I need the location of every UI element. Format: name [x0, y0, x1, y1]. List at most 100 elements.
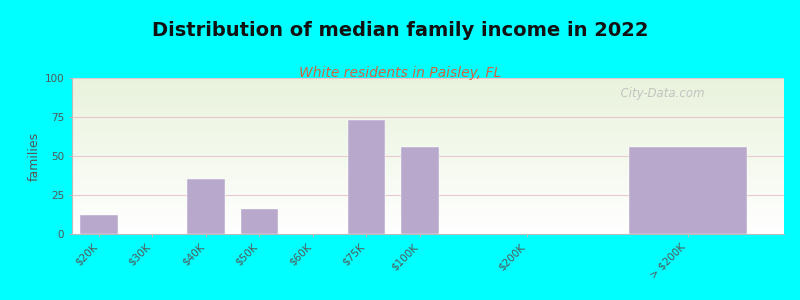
Bar — [72, 143, 784, 145]
Bar — [72, 217, 784, 218]
Bar — [72, 97, 784, 98]
Bar — [72, 196, 784, 198]
Bar — [72, 125, 784, 126]
Bar — [72, 84, 784, 86]
Bar — [72, 142, 784, 143]
Bar — [72, 203, 784, 204]
Bar — [72, 173, 784, 175]
Bar — [72, 134, 784, 136]
Bar — [402, 147, 438, 234]
Bar — [72, 198, 784, 200]
Bar — [72, 187, 784, 189]
Bar — [72, 228, 784, 229]
Bar — [72, 220, 784, 221]
Bar — [72, 87, 784, 89]
Bar — [72, 126, 784, 128]
Bar — [72, 189, 784, 190]
Bar — [72, 150, 784, 151]
Bar — [72, 179, 784, 181]
Bar — [72, 181, 784, 182]
Bar — [72, 182, 784, 184]
Bar — [72, 184, 784, 186]
Bar — [72, 136, 784, 137]
Bar — [72, 98, 784, 100]
Bar — [72, 211, 784, 212]
Bar — [241, 209, 278, 234]
Bar — [72, 176, 784, 178]
Text: City-Data.com: City-Data.com — [613, 87, 705, 101]
Bar — [72, 212, 784, 214]
Bar — [72, 221, 784, 223]
Bar — [72, 131, 784, 133]
Bar — [72, 158, 784, 159]
Bar — [72, 169, 784, 170]
Bar — [72, 91, 784, 92]
Bar — [72, 145, 784, 147]
Bar — [72, 156, 784, 158]
Bar — [72, 122, 784, 123]
Bar — [72, 92, 784, 94]
Bar — [80, 215, 118, 234]
Bar — [72, 167, 784, 169]
Bar — [72, 140, 784, 142]
Y-axis label: families: families — [27, 131, 41, 181]
Bar — [72, 114, 784, 116]
Bar — [72, 128, 784, 130]
Bar — [72, 94, 784, 95]
Bar — [72, 200, 784, 201]
Bar — [72, 148, 784, 150]
Bar — [72, 165, 784, 167]
Bar — [72, 108, 784, 109]
Bar — [72, 151, 784, 153]
Bar — [72, 186, 784, 187]
Bar — [72, 164, 784, 165]
Bar — [72, 103, 784, 104]
Bar — [72, 215, 784, 217]
Bar — [72, 226, 784, 228]
Bar — [72, 106, 784, 108]
Bar — [72, 81, 784, 83]
Bar — [72, 130, 784, 131]
Bar — [72, 109, 784, 111]
Bar — [72, 154, 784, 156]
Bar — [72, 100, 784, 101]
Bar — [72, 161, 784, 162]
Bar — [72, 116, 784, 117]
Bar — [72, 159, 784, 161]
Bar — [72, 118, 784, 120]
Bar — [72, 204, 784, 206]
Bar — [72, 231, 784, 232]
Bar — [72, 139, 784, 140]
Bar — [72, 78, 784, 80]
Bar — [72, 111, 784, 112]
Bar — [72, 170, 784, 172]
Bar — [72, 229, 784, 231]
Bar — [72, 214, 784, 215]
Bar — [72, 123, 784, 125]
Bar — [72, 225, 784, 226]
Bar — [72, 153, 784, 154]
Bar — [72, 120, 784, 122]
Bar — [72, 112, 784, 114]
Bar — [72, 175, 784, 176]
Bar — [72, 104, 784, 106]
Bar — [72, 162, 784, 164]
Text: White residents in Paisley, FL: White residents in Paisley, FL — [299, 66, 501, 80]
Bar — [72, 137, 784, 139]
Bar — [72, 208, 784, 209]
Bar — [72, 101, 784, 103]
Bar — [72, 83, 784, 84]
Bar — [72, 89, 784, 91]
Bar — [72, 192, 784, 194]
Bar — [72, 178, 784, 179]
Bar — [72, 206, 784, 208]
Bar — [348, 120, 385, 234]
Bar — [72, 218, 784, 220]
Text: Distribution of median family income in 2022: Distribution of median family income in … — [152, 21, 648, 40]
Bar — [72, 95, 784, 97]
Bar — [72, 223, 784, 225]
Bar — [72, 133, 784, 134]
Bar — [72, 195, 784, 196]
Bar — [72, 80, 784, 81]
Bar — [72, 190, 784, 192]
